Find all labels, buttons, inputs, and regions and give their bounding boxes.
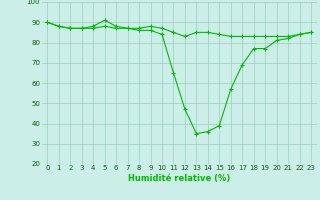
X-axis label: Humidité relative (%): Humidité relative (%) bbox=[128, 174, 230, 183]
